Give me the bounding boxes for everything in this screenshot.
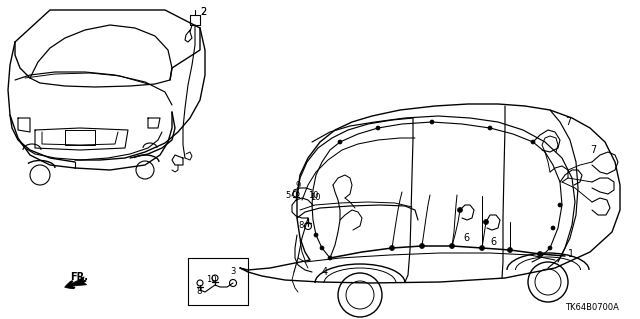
Circle shape [508,248,513,253]
Circle shape [328,256,332,260]
Text: TK64B0700A: TK64B0700A [565,303,619,313]
Circle shape [449,243,454,249]
Text: 5: 5 [285,191,291,201]
Text: 8: 8 [298,220,303,229]
Circle shape [390,246,394,250]
Circle shape [483,219,488,225]
Circle shape [430,120,434,124]
Circle shape [548,246,552,250]
Circle shape [479,246,484,250]
Text: 4: 4 [322,267,328,277]
Circle shape [338,140,342,144]
Circle shape [320,246,324,250]
Text: 8: 8 [196,287,202,296]
Text: 7: 7 [565,117,572,127]
Text: 3: 3 [230,268,236,277]
Text: 6: 6 [490,237,496,247]
Text: 7: 7 [590,145,596,155]
Text: 6: 6 [463,233,469,243]
Circle shape [551,226,555,230]
Circle shape [558,203,562,207]
Text: 2: 2 [200,7,206,17]
Circle shape [376,126,380,130]
Text: 2: 2 [200,7,206,17]
Text: 10: 10 [308,190,319,199]
Text: 10: 10 [310,194,321,203]
Circle shape [488,126,492,130]
Text: FR.: FR. [70,272,88,282]
Text: 1: 1 [568,249,574,259]
Text: 9: 9 [295,182,300,190]
Circle shape [419,243,424,249]
Text: 10: 10 [206,275,216,284]
Circle shape [531,140,535,144]
Circle shape [538,251,543,256]
Circle shape [458,207,463,212]
Circle shape [314,233,318,237]
